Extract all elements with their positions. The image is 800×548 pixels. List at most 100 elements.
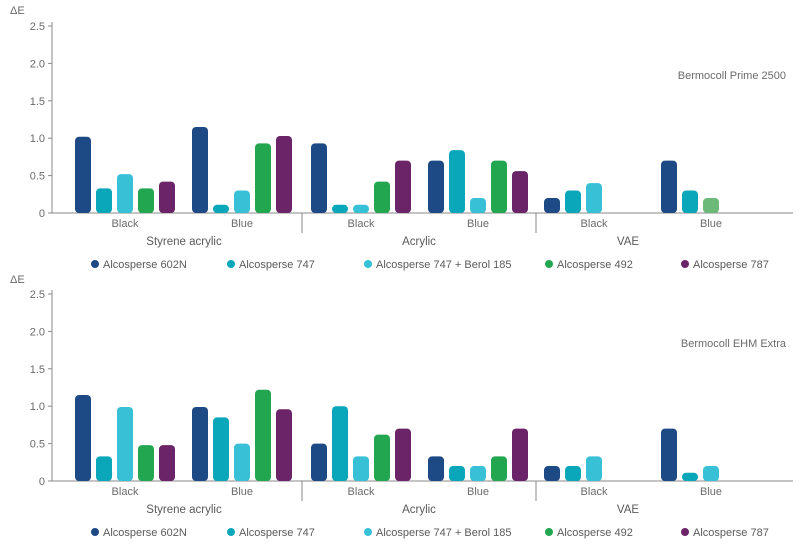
legend-label: Alcosperse 747 [239,527,315,539]
bar [512,428,528,481]
legend-marker [91,260,99,268]
bar [138,445,154,481]
y-tick-label: 0.5 [30,171,45,183]
bar [470,466,486,481]
group-label: Acrylic [402,504,436,516]
y-tick-label: 1.0 [30,133,45,145]
bar [703,198,719,213]
group-label: Styrene acrylic [146,504,222,516]
legend-marker [364,528,372,536]
bar [311,143,327,213]
bar [682,190,698,213]
bar [682,472,698,481]
legend-label: Alcosperse 747 + Berol 185 [376,259,511,271]
bar [159,445,175,481]
bar [96,456,112,481]
bar [491,456,507,481]
bar [332,406,348,481]
y-axis-title: ΔE [10,5,25,17]
bar [138,188,154,213]
group-label: Styrene acrylic [146,236,222,248]
category-label: Black [348,218,375,230]
y-tick-label: 2.0 [30,326,45,338]
y-tick-label: 0 [39,476,45,488]
bar [374,434,390,481]
group-label: VAE [617,236,639,248]
bar [255,389,271,481]
legend-marker [227,260,235,268]
legend-label: Alcosperse 492 [557,527,633,539]
legend-marker [91,528,99,536]
bar [586,183,602,213]
bar [159,181,175,213]
bar [75,136,91,213]
chart-title: Bermocoll Prime 2500 [678,70,786,82]
y-axis-title: ΔE [10,274,25,286]
bar [75,394,91,481]
y-tick-label: 0.5 [30,439,45,451]
bar [449,466,465,481]
y-tick-label: 1.5 [30,364,45,376]
legend-label: Alcosperse 492 [557,259,633,271]
y-tick-label: 2.0 [30,58,45,70]
category-label: Black [112,218,139,230]
bar [661,160,677,213]
category-label: Blue [700,486,722,498]
category-label: Blue [467,486,489,498]
legend-label: Alcosperse 747 [239,259,315,271]
legend-marker [545,260,553,268]
bar [449,150,465,213]
y-tick-label: 1.5 [30,96,45,108]
bar [332,204,348,213]
bar [491,160,507,213]
y-tick-label: 0 [39,208,45,220]
legend-label: Alcosperse 747 + Berol 185 [376,527,511,539]
bar [586,456,602,481]
bar [470,198,486,213]
bar [703,466,719,481]
bar [192,126,208,213]
y-tick-label: 2.5 [30,21,45,33]
legend-marker [681,528,689,536]
bar [565,466,581,481]
legend-marker [364,260,372,268]
bar [276,409,292,481]
y-tick-label: 2.5 [30,289,45,301]
legend-label: Alcosperse 602N [103,259,187,271]
bar [428,160,444,213]
bar [96,188,112,213]
bar [276,135,292,213]
bar [213,417,229,481]
bar [374,181,390,213]
bar [395,428,411,481]
bar [311,443,327,481]
category-label: Blue [231,218,253,230]
legend-label: Alcosperse 787 [693,527,769,539]
category-label: Black [581,486,608,498]
category-label: Black [348,486,375,498]
legend-marker [227,528,235,536]
legend-marker [545,528,553,536]
group-label: Acrylic [402,236,436,248]
legend-marker [681,260,689,268]
bar [192,406,208,481]
chart-title: Bermocoll EHM Extra [681,338,787,350]
bar [661,428,677,481]
bar [117,174,133,213]
bar [353,204,369,213]
bar [428,456,444,481]
category-label: Blue [467,218,489,230]
legend-label: Alcosperse 602N [103,527,187,539]
category-label: Blue [231,486,253,498]
category-label: Black [112,486,139,498]
bar [234,190,250,213]
bar [255,143,271,213]
legend-label: Alcosperse 787 [693,259,769,271]
bar [544,466,560,481]
bar [213,204,229,213]
bar [512,171,528,213]
category-label: Black [581,218,608,230]
bar [117,406,133,481]
